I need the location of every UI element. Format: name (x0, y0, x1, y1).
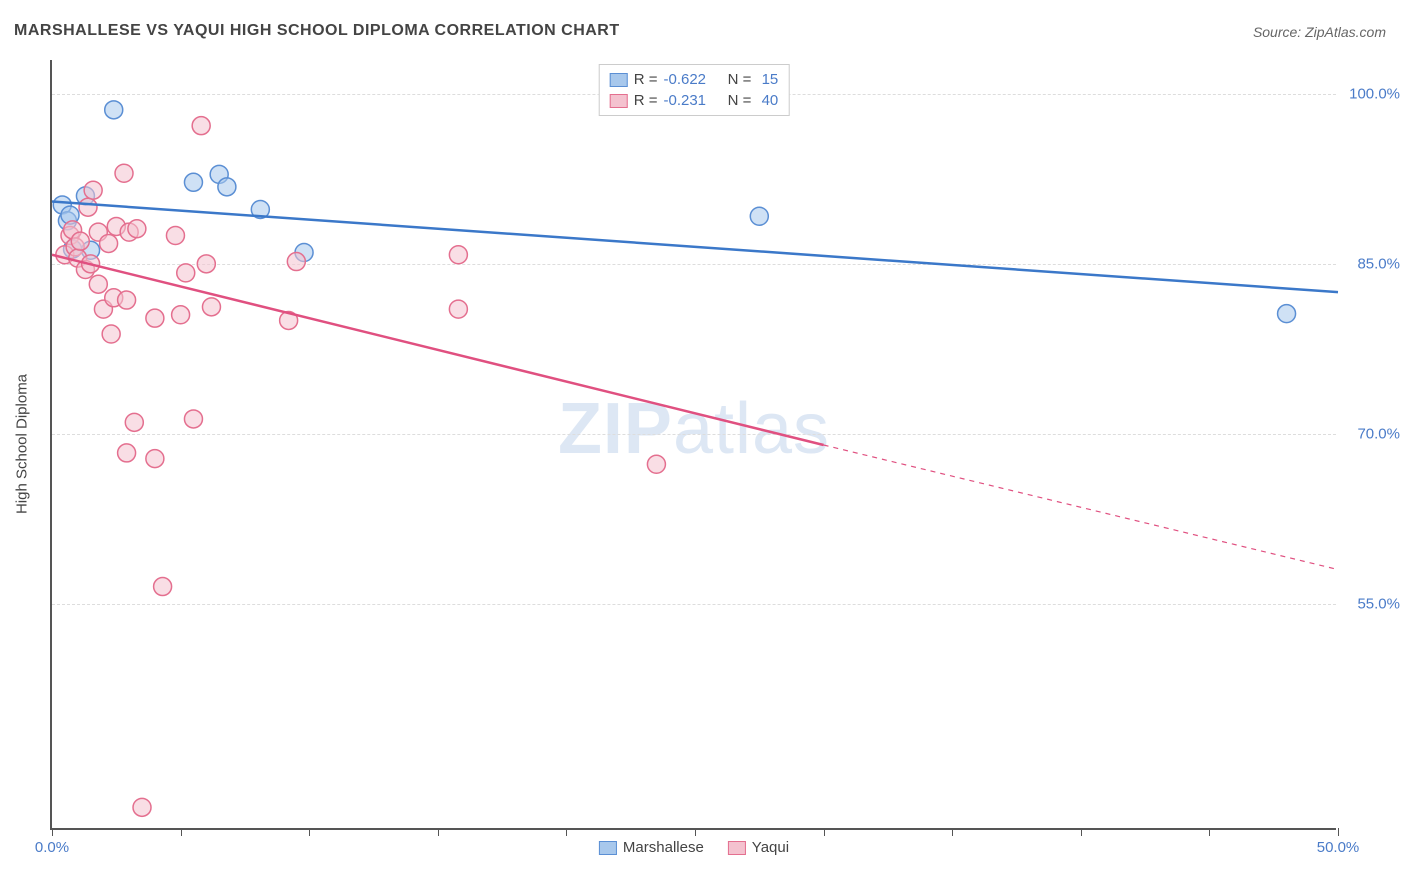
legend-label: Marshallese (623, 839, 704, 856)
trend-line (52, 255, 824, 445)
scatter-point (647, 455, 665, 473)
x-tick (1209, 828, 1210, 836)
scatter-point (84, 181, 102, 199)
trend-line-dashed (824, 445, 1338, 570)
x-tick (566, 828, 567, 836)
legend-row: R = -0.231 N = 40 (610, 90, 779, 111)
scatter-point (750, 207, 768, 225)
x-tick (952, 828, 953, 836)
y-axis-label: High School Diploma (14, 374, 31, 514)
legend-swatch (610, 73, 628, 87)
scatter-point (102, 325, 120, 343)
x-tick (695, 828, 696, 836)
chart-title: MARSHALLESE VS YAQUI HIGH SCHOOL DIPLOMA… (14, 22, 620, 40)
scatter-point (177, 264, 195, 282)
scatter-point (184, 173, 202, 191)
scatter-point (449, 300, 467, 318)
scatter-point (118, 444, 136, 462)
scatter-point (128, 220, 146, 238)
scatter-point (146, 309, 164, 327)
legend-top: R = -0.622 N = 15 R = -0.231 N = 40 (599, 64, 790, 116)
source-label: Source: (1253, 24, 1305, 40)
source-attribution: Source: ZipAtlas.com (1253, 24, 1386, 40)
scatter-point (166, 227, 184, 245)
legend-item: Marshallese (599, 839, 704, 856)
legend-r-label: R = (634, 92, 658, 109)
source-name: ZipAtlas.com (1305, 24, 1386, 40)
scatter-point (118, 291, 136, 309)
legend-item: Yaqui (728, 839, 789, 856)
legend-n-label: N = (723, 92, 751, 109)
legend-swatch (728, 841, 746, 855)
scatter-point (154, 578, 172, 596)
scatter-point (125, 413, 143, 431)
x-tick (824, 828, 825, 836)
scatter-point (197, 255, 215, 273)
y-tick-label: 100.0% (1349, 85, 1400, 102)
scatter-point (287, 253, 305, 271)
legend-bottom: Marshallese Yaqui (599, 839, 789, 856)
scatter-point (202, 298, 220, 316)
x-tick-label: 50.0% (1317, 839, 1360, 856)
legend-swatch (610, 94, 628, 108)
legend-r-label: R = (634, 71, 658, 88)
scatter-point (100, 234, 118, 252)
legend-n-value: 15 (757, 71, 778, 88)
scatter-point (115, 164, 133, 182)
scatter-point (79, 198, 97, 216)
scatter-point (133, 798, 151, 816)
x-tick (438, 828, 439, 836)
legend-label: Yaqui (752, 839, 789, 856)
scatter-point (218, 178, 236, 196)
y-tick-label: 85.0% (1357, 255, 1400, 272)
x-tick (52, 828, 53, 836)
plot-svg (52, 60, 1336, 828)
scatter-point (1278, 305, 1296, 323)
scatter-point (146, 450, 164, 468)
x-tick (1081, 828, 1082, 836)
y-tick-label: 70.0% (1357, 425, 1400, 442)
scatter-point (192, 117, 210, 135)
x-tick-label: 0.0% (35, 839, 69, 856)
legend-r-value: -0.231 (663, 92, 717, 109)
scatter-point (172, 306, 190, 324)
x-tick (1338, 828, 1339, 836)
scatter-point (449, 246, 467, 264)
legend-r-value: -0.622 (663, 71, 717, 88)
scatter-point (71, 232, 89, 250)
scatter-point (184, 410, 202, 428)
plot-area: High School Diploma ZIPatlas 55.0%70.0%8… (50, 60, 1336, 830)
legend-n-value: 40 (757, 92, 778, 109)
y-tick-label: 55.0% (1357, 595, 1400, 612)
legend-row: R = -0.622 N = 15 (610, 69, 779, 90)
x-tick (181, 828, 182, 836)
scatter-point (105, 101, 123, 119)
x-tick (309, 828, 310, 836)
trend-line (52, 202, 1338, 293)
scatter-point (89, 275, 107, 293)
legend-swatch (599, 841, 617, 855)
legend-n-label: N = (723, 71, 751, 88)
